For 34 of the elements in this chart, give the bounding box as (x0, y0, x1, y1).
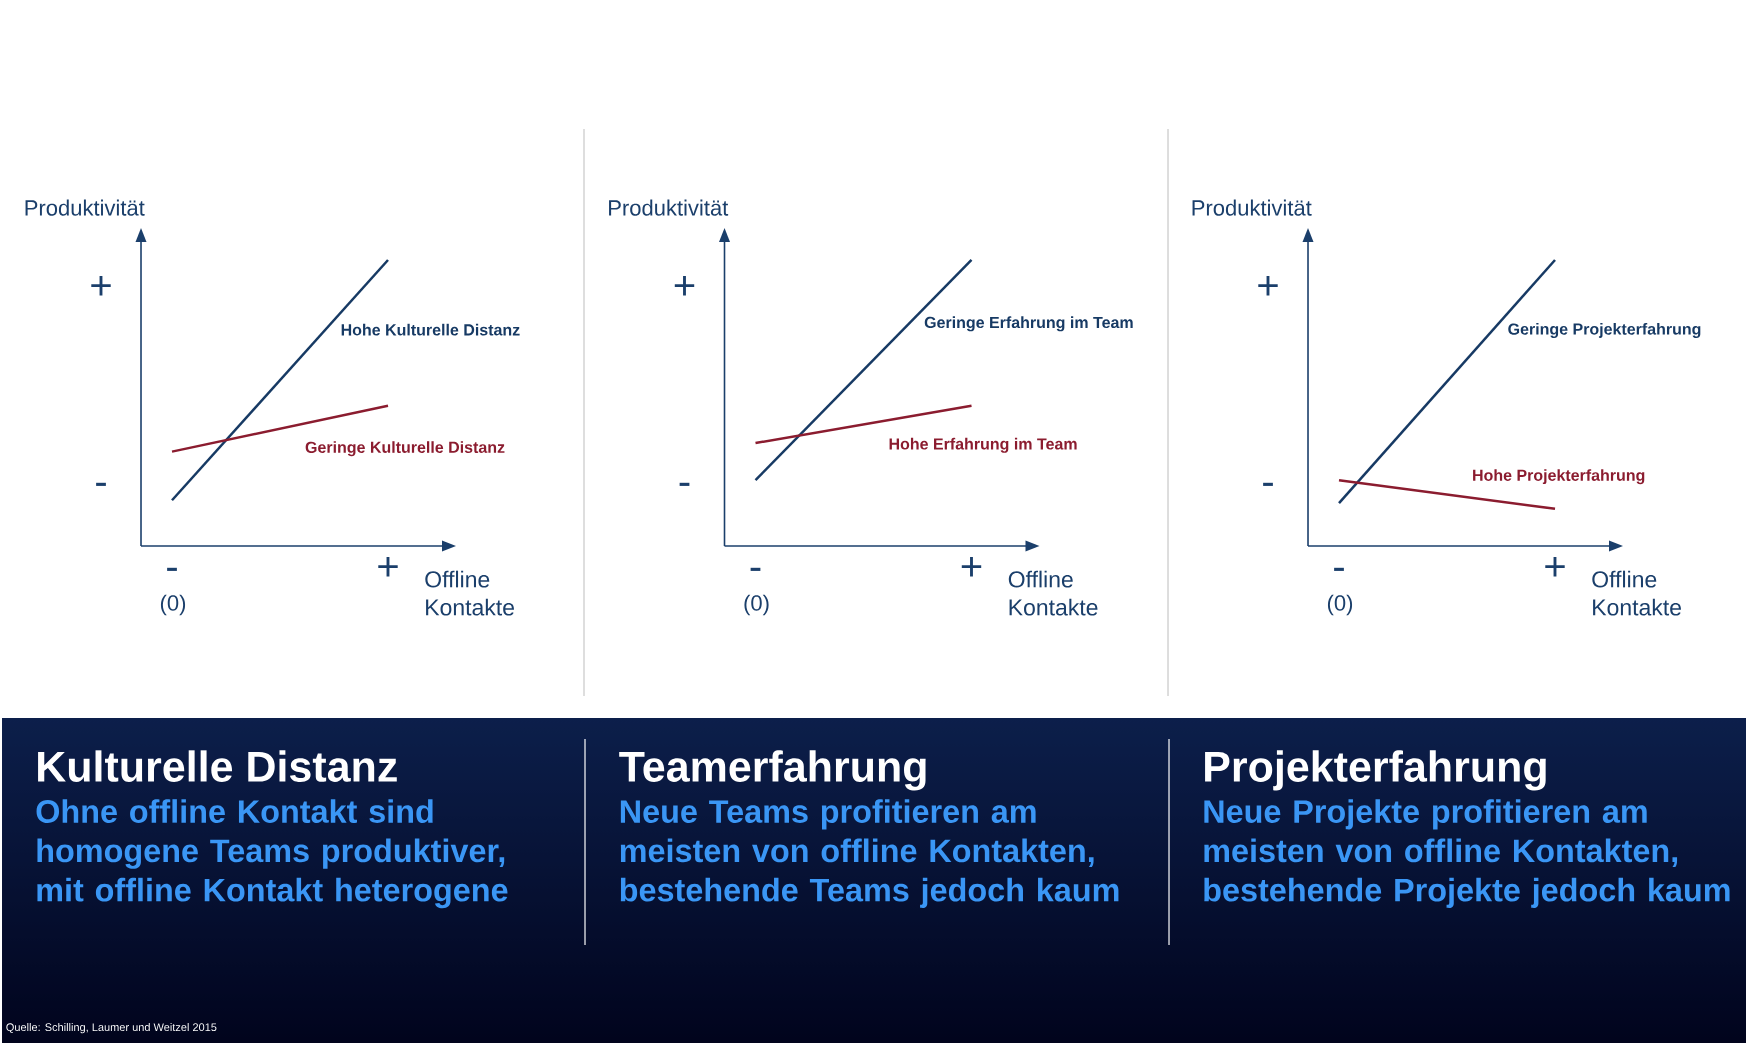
series-label: Geringe Erfahrung im Team (924, 316, 1133, 332)
series-label: Geringe Kulturelle Distanz (305, 441, 505, 457)
text: (0) (1327, 594, 1353, 616)
source-note: Quelle: Schilling, Laumer und Weitzel 2015 (6, 1023, 217, 1034)
text: Teamerfahrung (619, 750, 926, 791)
x-tick-label: - (1334, 567, 1344, 571)
x-tick-label: - (750, 567, 761, 571)
text: (0) (744, 594, 769, 616)
text: Projekterfahrung (1205, 750, 1546, 791)
x-tick-label: - (167, 567, 177, 571)
text: Neue Projekte profitieren am meisten von offline Kontakten, bestehende Projekte jedoch kaum (1204, 799, 1730, 908)
text: Neue Teams profitieren am meisten von offline Kontakten, bestehende Teams jedoch kaum (620, 799, 1119, 908)
series-label: Hohe Erfahrung im Team (889, 437, 1077, 453)
text: - (1263, 482, 1273, 486)
x-tick-label: + (961, 556, 982, 577)
text: - (679, 482, 690, 486)
y-axis-title: Produktivität (25, 199, 145, 216)
text: - (96, 482, 106, 486)
x-axis-title: Offline Kontakte (425, 570, 514, 616)
text: + (1258, 275, 1278, 296)
x-axis-title: Offline Kontakte (1008, 570, 1098, 616)
series-label: Geringe Projekterfahrung (1508, 323, 1701, 338)
text: Kulturelle Distanz (38, 750, 397, 782)
x-tick-label: + (378, 556, 398, 577)
text: (0) (160, 594, 186, 616)
text: + (674, 275, 695, 296)
y-axis-title: Produktivität (609, 199, 729, 216)
text: Ohne offline Kontakt sind homogene Teams produktiver, mit offline Kontakt heterogene (36, 799, 508, 909)
y-axis-title: Produktivität (1192, 199, 1312, 216)
x-tick-label: + (1545, 556, 1565, 577)
text: + (91, 275, 111, 296)
x-axis-title: Offline Kontakte (1592, 570, 1681, 616)
series-label: Hohe Kulturelle Distanz (341, 323, 520, 336)
series-label: Hohe Projekterfahrung (1473, 469, 1645, 485)
